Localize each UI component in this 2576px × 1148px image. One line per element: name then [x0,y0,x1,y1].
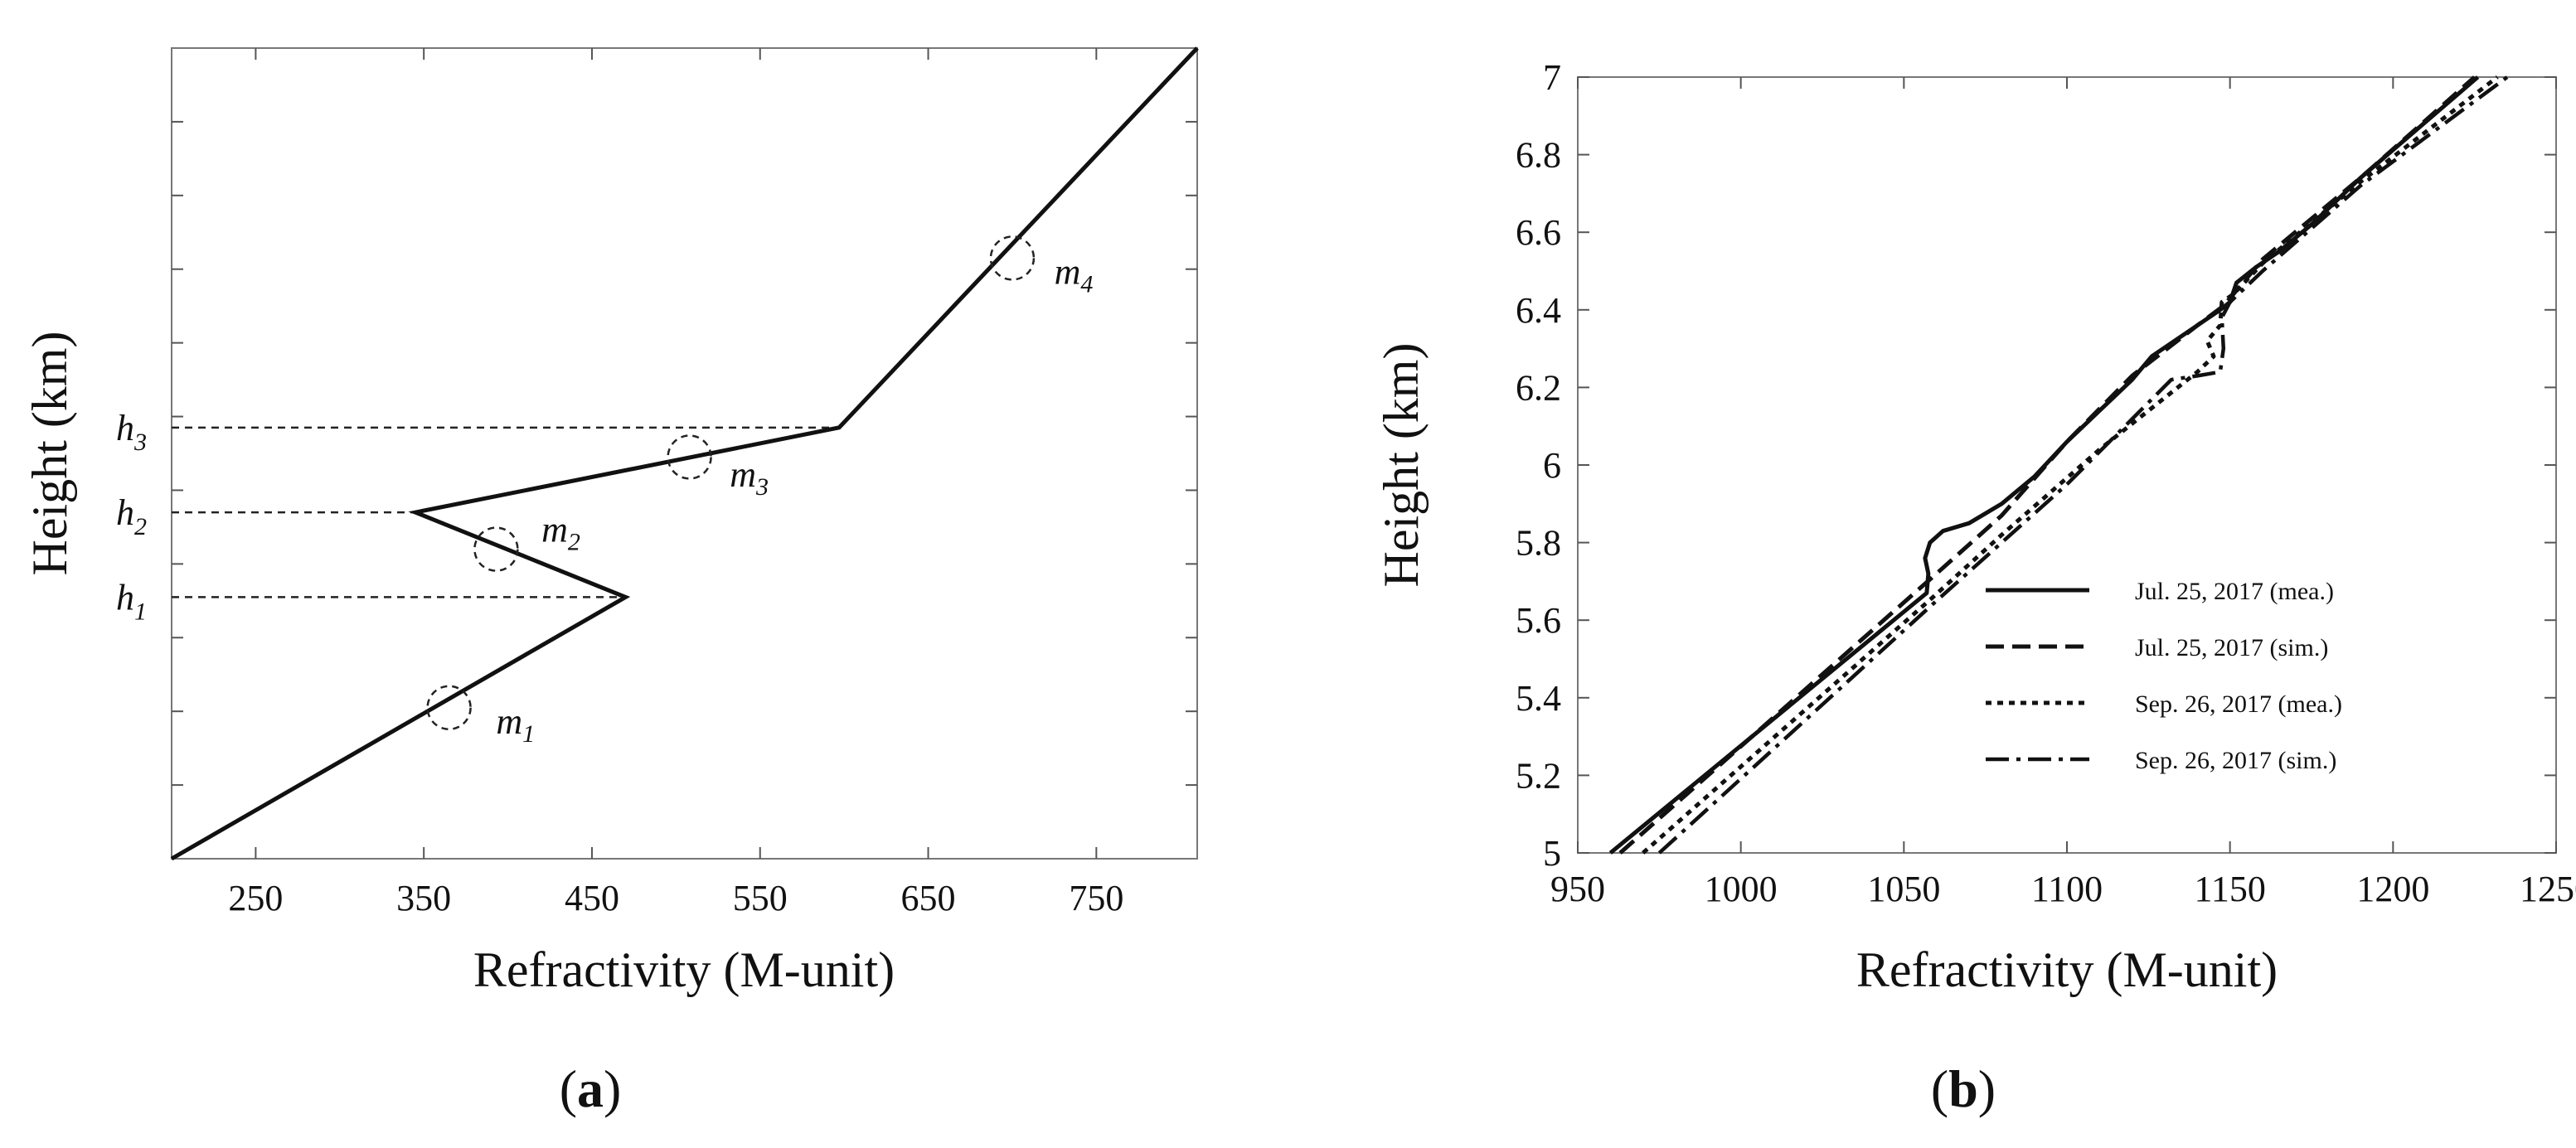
panel-b-series-line-4 [1657,75,2509,855]
panel-a-slope-label-m2: m2 [541,510,580,556]
panel-b: 950 1000 1050 1100 1150 1200 1250 5 5.2 5.4 5.6 5.… [1374,57,2576,1118]
panel-a-slope-label-m4: m4 [1055,252,1094,298]
panel-b-legend: Jul. 25, 2017 (mea.) Jul. 25, 2017 (sim.)… [1986,578,2342,774]
panel-a-x-axis-title: Refractivity (M-unit) [473,942,895,997]
panel-a: 250 350 450 550 650 750 h1 h2 h3 m1 m2 m3 m4 Refra… [22,46,1199,1118]
panel-a-x-tick-label: 450 [565,878,619,918]
panel-b-y-tick-label: 7 [1543,57,1561,98]
panel-b-y-tick-label: 6.2 [1516,367,1561,408]
panel-a-y-ticks [172,120,1197,787]
panel-b-y-ticks: 5 5.2 5.4 5.6 5.8 6 6.2 6.4 6.6 6.8 7 [1516,57,2556,874]
panel-b-y-tick-label: 5.2 [1516,755,1561,796]
panel-b-y-axis-title: Height (km) [1374,343,1429,588]
panel-a-slope-label-m3: m3 [730,454,769,501]
panel-a-slope-label-m1: m1 [496,701,535,748]
panel-a-slope-circle-m4 [989,235,1036,281]
panel-a-x-ticks: 250 350 450 550 650 750 [228,48,1123,918]
panel-a-x-tick-label: 550 [733,878,788,918]
panel-b-x-tick-label: 1050 [1867,869,1940,909]
panel-b-y-tick-label: 5.6 [1516,600,1561,641]
panel-b-plot-frame [1577,76,2557,854]
panel-b-x-tick-label: 1250 [2520,869,2576,909]
panel-b-y-tick-label: 5 [1543,833,1561,874]
panel-b-y-tick-label: 5.8 [1516,523,1561,564]
panel-b-x-ticks: 950 1000 1050 1100 1150 1200 1250 [1550,77,2576,909]
panel-a-y-axis-title: Height (km) [22,332,77,576]
panel-b-x-tick-label: 1150 [2194,869,2265,909]
panel-a-slope-circle-m2 [473,526,519,572]
panel-b-y-tick-label: 6 [1543,445,1561,486]
panel-b-legend-label-1: Jul. 25, 2017 (mea.) [2135,578,2334,605]
panel-a-caption: (a) [560,1059,622,1118]
panel-b-y-tick-label: 6.4 [1516,290,1561,331]
panel-b-series-line-2 [1618,75,2477,855]
panel-a-x-tick-label: 350 [396,878,451,918]
panel-b-series [1608,75,2509,855]
panel-a-height-guides: h1 h2 h3 [116,408,840,625]
panel-a-slope-circle-m1 [426,685,472,730]
panel-b-y-tick-label: 6.8 [1516,135,1561,176]
panel-b-legend-label-3: Sep. 26, 2017 (mea.) [2135,690,2342,718]
panel-a-slope-markers: m1 m2 m3 m4 [426,235,1094,748]
panel-b-caption: (b) [1931,1059,1996,1118]
panel-a-plot-frame [171,47,1198,860]
panel-b-x-tick-label: 950 [1550,869,1605,909]
panel-a-x-tick-label: 650 [901,878,956,918]
panel-b-series-line-3 [1642,75,2499,855]
panel-a-height-label-h3: h3 [116,408,147,456]
panel-b-legend-label-2: Jul. 25, 2017 (sim.) [2135,634,2328,661]
panel-b-y-tick-label: 6.6 [1516,212,1561,253]
panel-a-x-tick-label: 750 [1069,878,1123,918]
panel-b-y-tick-label: 5.4 [1516,678,1561,719]
panel-a-slope-circle-m3 [667,434,712,480]
panel-a-height-label-h1: h1 [116,577,147,625]
panel-b-x-axis-title: Refractivity (M-unit) [1856,942,2278,997]
panel-b-x-tick-label: 1200 [2356,869,2429,909]
panel-b-x-tick-label: 1000 [1705,869,1778,909]
panel-a-height-label-h2: h2 [116,492,147,540]
panel-b-x-tick-label: 1100 [2031,869,2103,909]
panel-a-refractivity-profile [170,46,1199,861]
panel-a-x-tick-label: 250 [228,878,283,918]
panel-b-legend-label-4: Sep. 26, 2017 (sim.) [2135,747,2336,774]
